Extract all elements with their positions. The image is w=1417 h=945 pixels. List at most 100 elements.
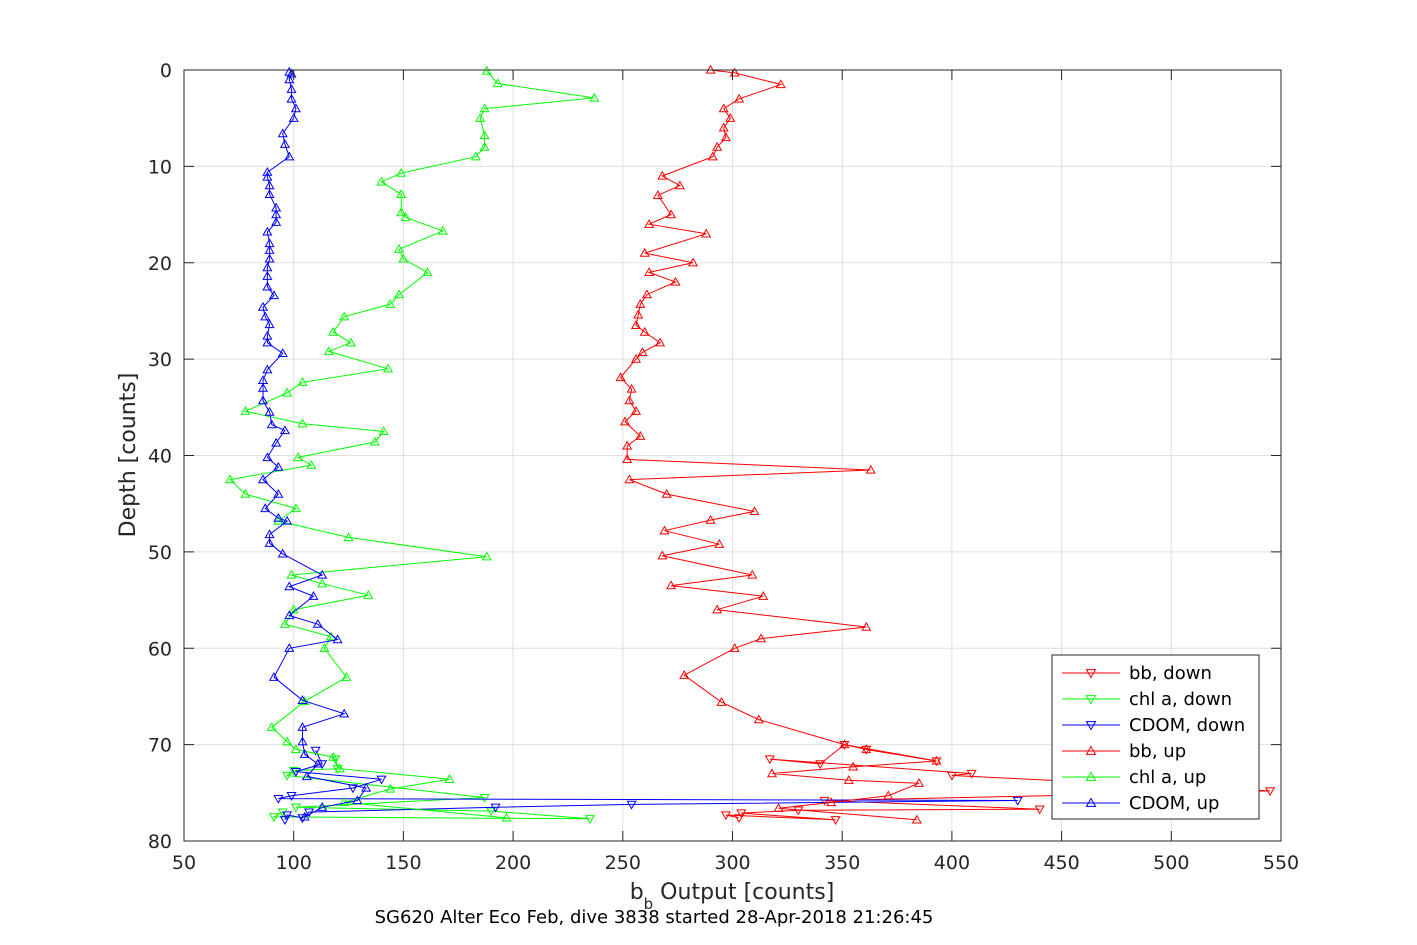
data-point — [286, 792, 297, 801]
data-point — [282, 771, 293, 781]
data-point — [257, 395, 269, 405]
data-point — [624, 395, 635, 405]
data-point — [297, 722, 308, 731]
x-tick-label: 450 — [1043, 852, 1079, 874]
data-point — [277, 348, 288, 357]
data-point — [260, 311, 271, 321]
data-point — [277, 808, 288, 818]
data-point — [310, 746, 321, 756]
data-point — [635, 431, 646, 440]
data-point — [264, 180, 275, 190]
data-point — [361, 782, 372, 792]
data-point — [282, 515, 293, 525]
data-point — [773, 803, 784, 812]
data-point — [486, 807, 497, 817]
y-tick-label: 50 — [148, 542, 172, 564]
data-point — [293, 452, 304, 462]
data-point — [282, 811, 293, 821]
data-point — [262, 330, 273, 340]
y-tick-label: 30 — [148, 349, 172, 371]
data-point — [861, 744, 872, 754]
legend-marker — [1085, 797, 1097, 807]
data-point — [437, 225, 448, 235]
data-point — [262, 226, 273, 236]
data-point — [641, 289, 652, 299]
data-point — [615, 372, 626, 382]
data-point — [584, 815, 595, 825]
data-point — [764, 755, 775, 765]
data-point — [297, 695, 308, 704]
y-tick-label: 80 — [148, 831, 172, 853]
legend-item-cdom-up: CDOM, up — [1062, 793, 1219, 814]
data-point — [861, 621, 872, 631]
x-axis-label: bb Output [counts] — [630, 880, 835, 913]
data-point — [273, 794, 284, 804]
data-point — [714, 538, 725, 548]
data-point — [297, 814, 308, 824]
data-point — [883, 790, 894, 800]
data-point — [303, 808, 315, 818]
data-point — [282, 387, 293, 397]
data-point — [345, 337, 356, 347]
data-point — [766, 768, 778, 778]
data-point — [966, 769, 977, 779]
data-point — [639, 247, 650, 257]
data-point — [268, 290, 280, 300]
data-point — [339, 311, 350, 321]
data-point — [273, 512, 284, 522]
x-axis-label-subscript: b — [644, 895, 654, 913]
x-tick-label: 150 — [385, 852, 421, 874]
data-point — [422, 267, 433, 277]
data-point — [271, 202, 282, 212]
data-point — [687, 257, 699, 267]
data-point — [266, 419, 277, 429]
data-point — [369, 436, 380, 446]
data-point — [843, 775, 854, 784]
data-point — [299, 749, 310, 758]
data-point — [341, 671, 352, 681]
data-point — [297, 736, 308, 746]
data-point — [317, 578, 328, 588]
data-point — [720, 811, 731, 821]
series-bb-up — [615, 64, 942, 824]
data-point — [317, 569, 328, 579]
data-point — [749, 506, 760, 516]
figure-caption: SG620 Alter Eco Feb, dive 3838 started 2… — [375, 907, 934, 928]
x-tick-label: 100 — [276, 852, 312, 874]
legend-marker — [1085, 669, 1097, 679]
data-point — [1034, 805, 1045, 815]
data-point — [720, 132, 731, 142]
data-point — [444, 774, 455, 783]
x-tick-label: 400 — [934, 852, 970, 874]
legend-label: bb, down — [1129, 663, 1212, 684]
data-point — [479, 141, 490, 151]
data-point — [475, 112, 486, 122]
y-tick-label: 10 — [148, 156, 172, 178]
data-point — [279, 618, 290, 628]
data-point — [260, 503, 271, 513]
data-point — [306, 459, 317, 469]
data-point — [815, 760, 826, 770]
data-point — [284, 66, 295, 76]
data-point — [385, 783, 396, 793]
data-point — [273, 488, 284, 498]
data-point — [332, 634, 343, 644]
data-point — [659, 525, 670, 535]
data-point — [284, 643, 295, 652]
data-point — [286, 569, 297, 579]
data-point — [481, 551, 492, 561]
x-tick-label: 50 — [172, 852, 196, 874]
data-point — [312, 618, 323, 628]
data-point — [279, 425, 290, 435]
data-point — [661, 488, 672, 498]
x-tick-label: 200 — [495, 852, 531, 874]
data-point — [376, 775, 387, 785]
x-tick-label: 500 — [1153, 852, 1189, 874]
data-point — [793, 806, 804, 816]
data-point — [652, 190, 663, 199]
data-point — [679, 670, 690, 679]
data-point — [301, 771, 312, 781]
legend-item-chl-a-down: chl a, down — [1062, 689, 1232, 710]
data-point — [279, 139, 290, 148]
